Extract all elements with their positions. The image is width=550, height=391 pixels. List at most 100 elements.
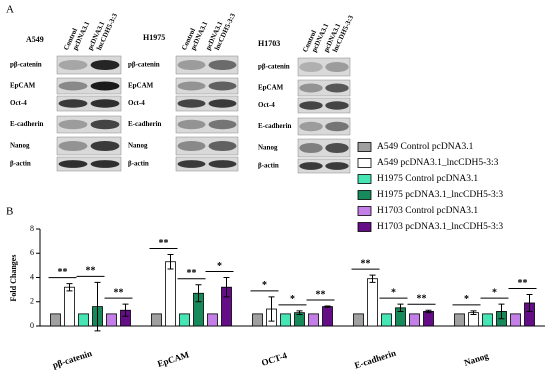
band [177,59,206,71]
band [58,119,88,130]
x-tick-label: E-cadherin [353,348,397,371]
band [58,59,88,71]
x-tick-label: Nanog [463,350,490,367]
band [325,61,349,73]
x-tick-label: OCT-4 [260,350,288,368]
row-label: pβ-catenin [258,63,290,71]
error-bar [425,309,432,314]
band [177,119,206,130]
band [90,140,120,152]
row-label: Oct-4 [10,99,27,107]
significance-label: ** [159,238,169,249]
error-bar [296,310,303,315]
row-label: E-cadherin [128,120,162,128]
band [90,59,120,71]
bar [353,313,364,327]
bar [454,313,465,327]
band [177,81,206,91]
y-tick-label: 0 [30,321,34,330]
error-bar [195,284,202,303]
significance-label: * [262,280,267,291]
error-bar [324,305,331,308]
error-bar [122,303,129,317]
x-tick-label: pβ-catenin [51,348,93,370]
cell-line: H1703 [258,39,280,48]
band [90,160,120,168]
legend-label: A549 pcDNA3.1_lncCDH5-3:3 [377,158,499,168]
band [177,160,206,168]
band [325,121,349,132]
bar [207,313,218,327]
legend-label: H1703 Control pcDNA3.1 [377,206,478,216]
error-bar [66,283,73,292]
legend-swatch [357,222,372,232]
row-label: pβ-catenin [128,61,160,69]
error-bar [223,277,230,298]
significance-label: ** [187,268,197,279]
band [325,162,349,170]
bar [482,313,493,327]
error-bar [167,253,174,270]
band [208,160,237,168]
error-bar [369,274,376,283]
bar [308,313,319,327]
row-label: Oct-4 [258,101,275,109]
bar [64,286,75,327]
row-label: E-cadherin [10,120,44,128]
significance-label: * [217,261,222,272]
significance-label: * [391,287,396,298]
band [299,121,323,132]
bar [165,261,176,327]
band [90,99,120,108]
y-axis-label: Fold Changes [9,255,18,302]
row-label: pβ-catenin [10,61,42,69]
band [58,140,88,152]
bar [151,313,162,327]
significance-label: ** [58,267,68,278]
cell-line: H1975 [143,33,165,42]
error-bar [498,303,505,320]
significance-label: * [290,294,295,305]
bar [409,313,420,327]
panel-label: B [6,206,13,218]
bar [252,313,263,327]
row-label: β-actin [128,160,149,168]
row-label: β-actin [10,160,31,168]
band [208,140,237,152]
error-bar [268,296,275,322]
bar [423,311,434,327]
y-tick-label: 2 [30,297,34,306]
error-bar [397,303,404,312]
bar [78,313,89,327]
band [208,81,237,91]
band [299,101,323,110]
band [177,99,206,108]
legend-swatch [357,142,372,152]
blot [297,57,351,77]
panel-label: A [6,4,14,16]
legend-label: H1975 Control pcDNA3.1 [377,174,478,184]
row-label: Oct-4 [128,99,145,107]
significance-label: ** [316,289,326,300]
bar [179,313,190,327]
legend-label: A549 Control pcDNA3.1 [377,142,474,152]
band [58,160,88,168]
y-tick-label: 6 [30,248,34,257]
significance-label: ** [361,258,371,269]
legend-swatch [357,158,372,168]
error-bar [526,293,533,312]
bar [381,313,392,327]
error-bar [94,281,101,332]
band [299,142,323,154]
bar [50,313,61,327]
legend-label: H1975 pcDNA3.1_lncCDH5-3:3 [377,190,503,200]
legend-swatch [357,190,372,200]
legend-swatch [357,206,372,216]
error-bar [470,310,477,315]
row-label: β-actin [258,162,279,170]
significance-label: ** [114,287,124,298]
band [325,142,349,154]
band [177,140,206,152]
cell-line: A549 [26,35,44,44]
